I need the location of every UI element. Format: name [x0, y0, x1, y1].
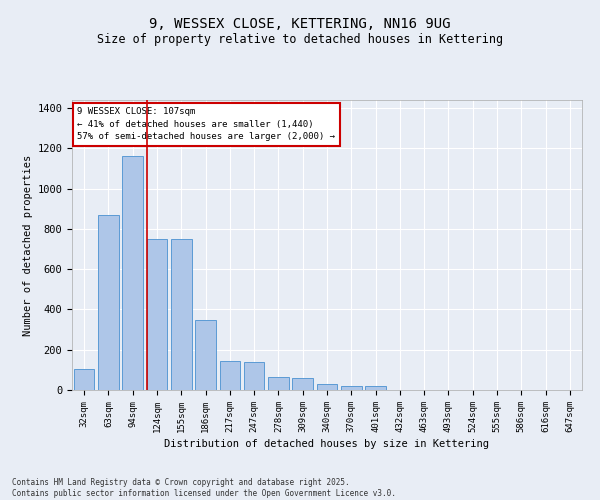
Text: Contains HM Land Registry data © Crown copyright and database right 2025.
Contai: Contains HM Land Registry data © Crown c…	[12, 478, 396, 498]
Bar	[74, 370, 94, 390]
Text: Size of property relative to detached houses in Kettering: Size of property relative to detached ho…	[97, 32, 503, 46]
X-axis label: Distribution of detached houses by size in Kettering: Distribution of detached houses by size …	[164, 439, 490, 449]
Bar	[171, 240, 191, 390]
Bar	[365, 386, 386, 390]
Bar	[146, 239, 167, 390]
Text: 9, WESSEX CLOSE, KETTERING, NN16 9UG: 9, WESSEX CLOSE, KETTERING, NN16 9UG	[149, 18, 451, 32]
Bar	[98, 215, 119, 390]
Bar	[122, 156, 143, 390]
Bar	[195, 320, 216, 390]
Bar	[220, 361, 240, 390]
Bar	[317, 384, 337, 390]
Bar	[292, 378, 313, 390]
Text: 9 WESSEX CLOSE: 107sqm
← 41% of detached houses are smaller (1,440)
57% of semi-: 9 WESSEX CLOSE: 107sqm ← 41% of detached…	[77, 108, 335, 142]
Y-axis label: Number of detached properties: Number of detached properties	[23, 154, 33, 336]
Bar	[268, 378, 289, 390]
Bar	[244, 362, 265, 390]
Bar	[341, 386, 362, 390]
